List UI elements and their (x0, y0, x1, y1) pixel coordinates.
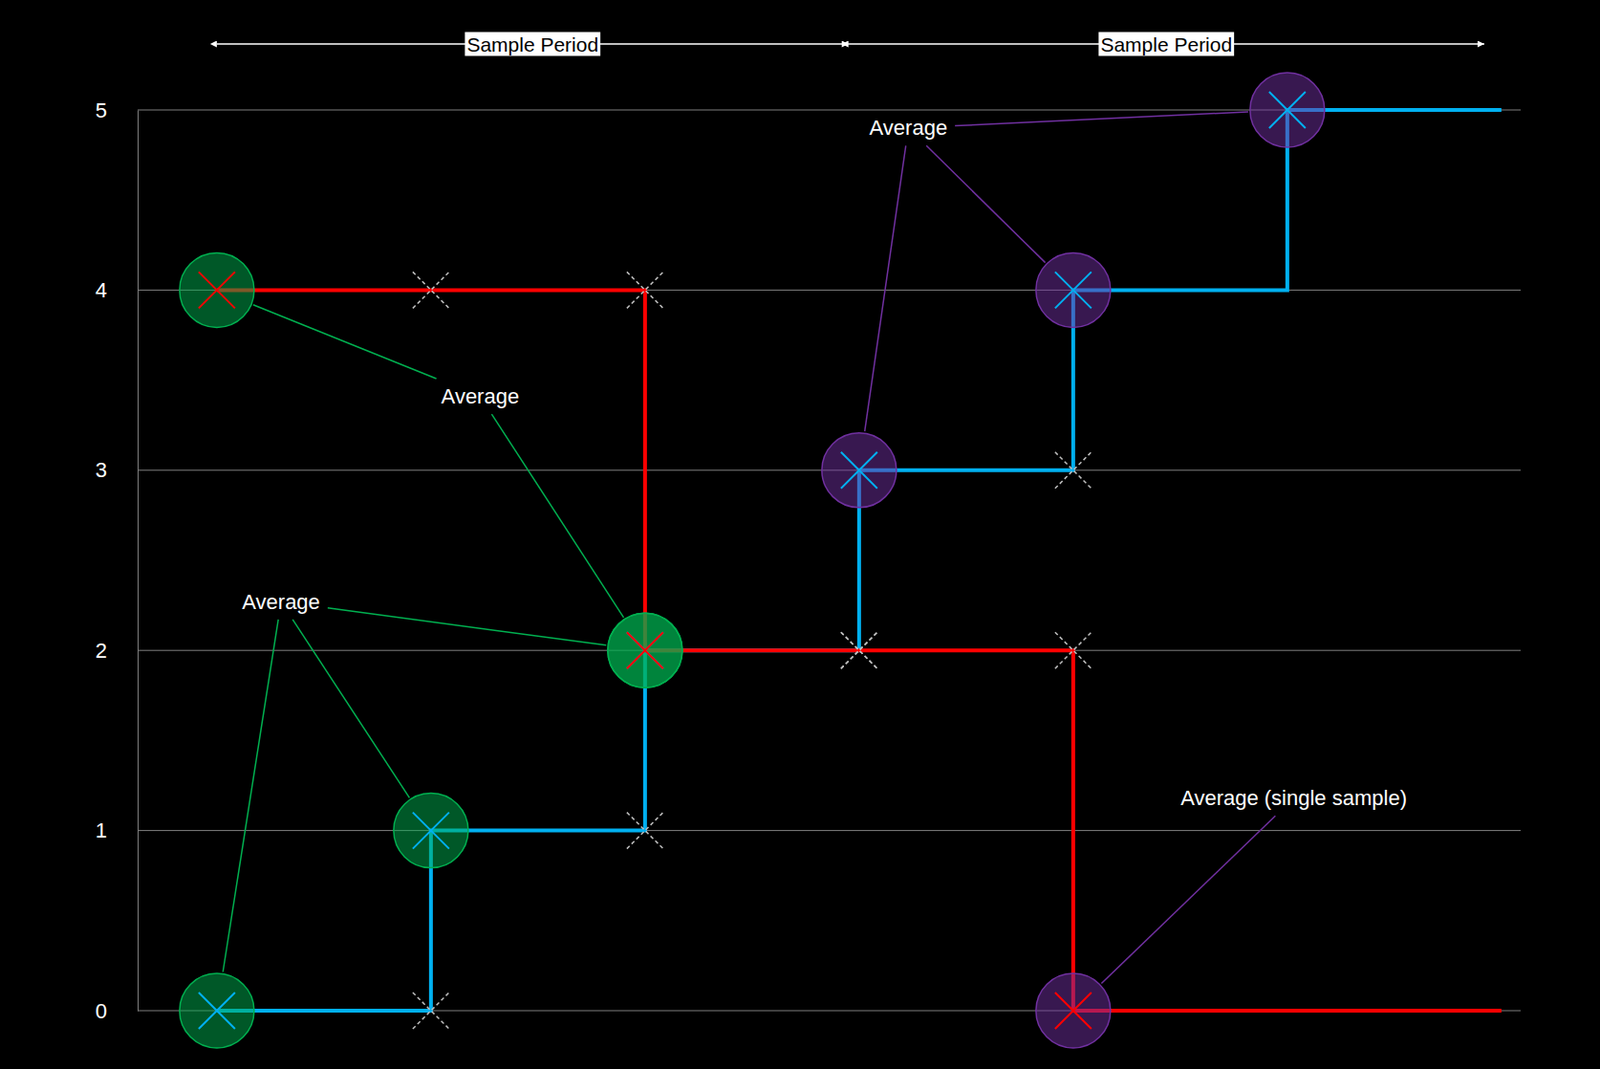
periods: Sample Period Sample Period (216, 32, 1485, 57)
leader-line (222, 619, 279, 973)
average-cross (841, 452, 878, 489)
period-label: Sample Period (466, 33, 599, 56)
average-circle (179, 972, 255, 1048)
leader-line (926, 145, 1045, 262)
leader-line (864, 145, 907, 432)
annotation-text: Average (441, 384, 520, 409)
sample-cross (412, 271, 450, 308)
average-circle (821, 432, 897, 508)
leader-line (253, 304, 437, 379)
y-tick: 0 (95, 998, 138, 1023)
sample-cross (412, 992, 450, 1029)
y-tick-label: 2 (95, 638, 108, 663)
grid-line (137, 829, 1521, 831)
average-cross (627, 631, 664, 669)
average-circle (607, 612, 683, 688)
annotations: Average Average Average Average (single sam… (222, 111, 1407, 984)
y-tick: 4 (95, 278, 138, 303)
y-tick: 1 (95, 818, 138, 843)
grid (137, 109, 1521, 1011)
average-circle (607, 612, 683, 688)
y-axis-line (137, 110, 139, 1012)
leader-line (1101, 815, 1276, 983)
series-line (216, 109, 1502, 1011)
average-cross (412, 812, 450, 849)
period-label-box (1098, 32, 1234, 57)
leader-line (491, 413, 624, 618)
y-tick: 2 (95, 638, 138, 663)
sample-cross (1055, 452, 1092, 489)
period-label-box (464, 32, 601, 57)
y-tick-label: 4 (95, 278, 108, 303)
sample-cross (841, 631, 878, 669)
y-tick-label: 5 (95, 98, 108, 123)
leader-line (954, 111, 1249, 127)
y-tick: 5 (95, 98, 138, 123)
points (179, 72, 1325, 1048)
y-axis: 0 1 2 3 4 5 (95, 98, 139, 1023)
sample-cross (841, 631, 878, 669)
annotation-text: Average (241, 589, 321, 614)
series-line (216, 289, 1502, 1011)
y-tick-label: 1 (95, 818, 108, 843)
leader-line (292, 619, 410, 798)
average-cross (1269, 91, 1306, 129)
annotation-text: Average (single sample) (1180, 785, 1407, 810)
average-circle (1036, 972, 1111, 1048)
y-tick-label: 3 (95, 457, 108, 482)
leader-line (327, 607, 606, 646)
y-tick: 3 (95, 457, 138, 482)
average-cross (1055, 271, 1092, 308)
average-circle (179, 252, 255, 327)
sample-cross (1055, 631, 1092, 669)
average-circle (393, 793, 469, 868)
average-cross (627, 631, 664, 669)
sample-cross (627, 812, 664, 849)
average-cross (198, 271, 236, 308)
sample-cross (627, 271, 664, 308)
average-cross (1055, 992, 1092, 1029)
y-tick-label: 0 (95, 998, 108, 1023)
chart: 0 1 2 3 4 5 Average Average Average Average (sing… (0, 0, 1600, 1069)
average-cross (198, 992, 236, 1029)
average-circle (1250, 72, 1325, 148)
annotation-text: Average (869, 115, 949, 140)
average-circle (1036, 252, 1111, 327)
lines (216, 109, 1502, 1011)
period-label: Sample Period (1100, 33, 1233, 56)
